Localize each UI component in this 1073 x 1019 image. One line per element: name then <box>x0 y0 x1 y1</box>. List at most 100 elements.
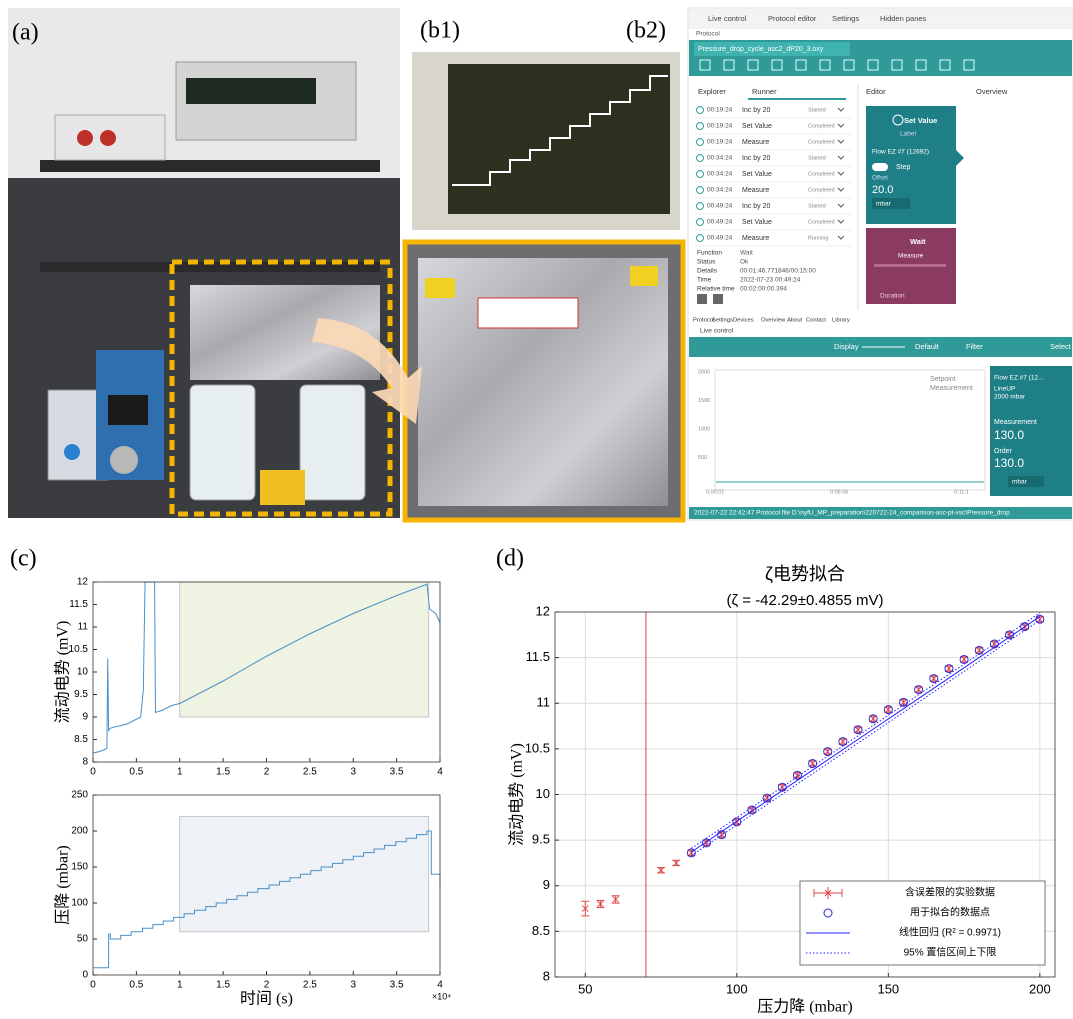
y-axis-label: 流动电势 (mV) <box>508 743 526 846</box>
ui-text: 2022-07-22 22:42:47 Protocol file D:\nyf… <box>694 510 1010 517</box>
ui-text: Running <box>808 235 829 241</box>
panel-label: (a) <box>12 20 39 46</box>
ui-text: 00:49:24 <box>707 203 733 210</box>
x-tick-label: 3 <box>350 980 356 991</box>
y-tick-label: 11.5 <box>69 599 88 610</box>
error-point <box>657 867 665 873</box>
x-offset-label: ×10⁴ <box>432 991 451 1001</box>
ui-text: 00:19:24 <box>707 107 733 114</box>
ui-text: Filter <box>966 342 983 351</box>
panel-label: (b2) <box>626 18 666 44</box>
ui-text: Overview <box>976 87 1008 96</box>
ui-text: Step <box>896 164 911 171</box>
y-tick-label: 10.5 <box>525 740 550 755</box>
panel-label: (b1) <box>420 18 460 44</box>
error-point <box>748 807 756 813</box>
y-tick-label: 9 <box>543 877 550 892</box>
ui-text: Set Value <box>742 171 772 178</box>
highlight-region <box>180 582 429 717</box>
error-point <box>718 832 726 838</box>
ui-text: Wait <box>740 250 753 257</box>
ui-text: Completed <box>808 123 835 129</box>
ui-text: Details <box>697 268 718 275</box>
ui-text: Ok <box>740 259 749 266</box>
y-tick-label: 50 <box>77 934 89 945</box>
chart-title: ζ电势拟合 <box>765 564 845 584</box>
ui-text: 130.0 <box>994 428 1024 442</box>
ui-text: Measure <box>742 235 769 242</box>
ui-text: Live control <box>708 14 747 23</box>
ui-text: Settings <box>832 14 859 23</box>
ui-text: 2022-07-23 00:49:24 <box>740 277 801 284</box>
y-tick-label: 8.5 <box>74 734 88 745</box>
x-axis-label: 压力降 (mbar) <box>757 998 853 1016</box>
error-point <box>809 760 817 766</box>
error-point <box>854 727 862 733</box>
ui-text: Measurement <box>994 419 1037 426</box>
y-tick-label: 9.5 <box>74 689 88 700</box>
ui-text: 00:49:24 <box>707 219 733 226</box>
ui-text: Editor <box>866 87 886 96</box>
ui-text: Measure <box>742 187 769 194</box>
x-tick-label: 3.5 <box>390 980 404 991</box>
y-tick-label: 11 <box>78 622 89 633</box>
ui-text: Live control <box>700 328 734 335</box>
x-tick-label: 2 <box>264 980 270 991</box>
x-tick-label: 150 <box>877 981 899 996</box>
ui-text: Status <box>697 259 716 266</box>
ui-text: mbar <box>1012 479 1028 486</box>
ui-text: Overview <box>761 318 786 324</box>
ui-text: Wait <box>910 237 926 246</box>
y-tick-label: 8 <box>82 757 88 768</box>
x-tick-label: 1 <box>177 767 183 778</box>
ui-text: Display <box>834 342 859 351</box>
ui-text: Set Value <box>742 219 772 226</box>
error-point <box>793 772 801 778</box>
ui-text: Flow EZ #7 (12... <box>994 375 1044 382</box>
progress <box>874 264 946 267</box>
y-tick-label: 150 <box>71 862 88 873</box>
ui-text: About <box>787 318 803 324</box>
ui-text: Function <box>697 250 722 257</box>
legend-label: 95% 置信区间上下限 <box>904 946 997 959</box>
ui-text: 2000 <box>698 369 710 375</box>
x-tick-label: 100 <box>726 981 748 996</box>
x-tick-label: 1.5 <box>216 980 230 991</box>
panel-label: (d) <box>496 546 524 572</box>
error-point <box>945 666 953 672</box>
ui-text: Inc by 20 <box>742 155 771 162</box>
x-tick-label: 0.5 <box>129 767 143 778</box>
ui-text: Measure <box>898 253 924 260</box>
ui-text: 1000 <box>698 426 710 432</box>
ui-text: Protocol editor <box>768 14 817 23</box>
error-point <box>869 716 877 722</box>
legend-label: 线性回归 (R² = 0.9971) <box>899 926 1001 939</box>
ui-text: 00:19:24 <box>707 123 733 130</box>
ui-text: Select <box>1050 342 1072 351</box>
ui-text: Default <box>915 342 940 351</box>
x-tick-label: 0 <box>90 980 96 991</box>
ui-text: 0:05:06 <box>830 489 848 495</box>
icon <box>713 294 723 304</box>
ui-text: Devices <box>733 318 754 324</box>
ui-text: Order <box>994 448 1013 455</box>
y-tick-label: 200 <box>71 826 88 837</box>
ui-text: Contact <box>806 318 826 324</box>
ui-text: Label <box>900 131 916 138</box>
y-tick-label: 8 <box>543 968 550 983</box>
ui-text: 0:11:1 <box>954 489 969 495</box>
error-point <box>930 676 938 682</box>
y-tick-label: 100 <box>71 898 88 909</box>
x-tick-label: 3 <box>350 767 356 778</box>
y-tick-label: 8.5 <box>532 923 550 938</box>
y-tick-label: 0 <box>82 970 88 981</box>
ui-text: Duration <box>880 293 905 300</box>
ui-text: Inc by 20 <box>742 203 771 210</box>
photo-foil-box <box>405 242 683 520</box>
error-point <box>596 900 604 907</box>
ui-text: 00:01:46.771846/00:15:00 <box>740 268 816 275</box>
ui-text: 2000 mbar <box>994 394 1026 401</box>
ui-text: Completed <box>808 187 835 193</box>
ui-text: Flow EZ #7 (12692) <box>872 149 929 156</box>
y-tick-label: 12 <box>77 577 89 588</box>
